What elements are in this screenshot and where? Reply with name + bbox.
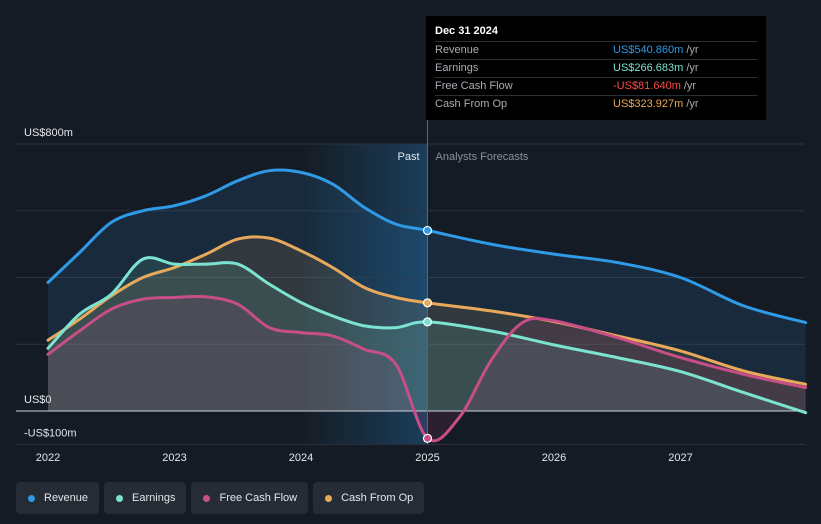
tooltip-label: Earnings bbox=[435, 62, 479, 74]
area-earnings bbox=[48, 257, 806, 413]
tooltip-row-earnings: Earnings US$266.683m /yr bbox=[435, 60, 757, 78]
tooltip-row-cash-from-op: Cash From Op US$323.927m /yr bbox=[435, 96, 757, 113]
tooltip-row-free-cash-flow: Free Cash Flow -US$81.640m /yr bbox=[435, 78, 757, 96]
legend-dot-icon bbox=[203, 494, 211, 502]
area-revenue bbox=[48, 170, 806, 411]
legend-item-earnings[interactable]: Earnings bbox=[104, 482, 187, 514]
legend: Revenue Earnings Free Cash Flow Cash Fro… bbox=[16, 482, 425, 514]
tooltip-label: Cash From Op bbox=[435, 98, 508, 110]
tooltip-value: US$323.927m bbox=[613, 98, 684, 110]
x-tick-label: 2023 bbox=[162, 452, 186, 464]
x-tick-label: 2027 bbox=[668, 452, 692, 464]
legend-item-free-cash-flow[interactable]: Free Cash Flow bbox=[191, 482, 309, 514]
legend-label: Earnings bbox=[132, 492, 176, 504]
area-free-cash-flow bbox=[48, 296, 806, 441]
marker-revenue bbox=[422, 225, 433, 236]
forecast-label: Analysts Forecasts bbox=[436, 151, 529, 163]
legend-dot-icon bbox=[28, 494, 35, 502]
tooltip-row-revenue: Revenue US$540.860m /yr bbox=[435, 42, 757, 60]
legend-item-revenue[interactable]: Revenue bbox=[16, 482, 100, 514]
x-tick-label: 2026 bbox=[542, 452, 566, 464]
tooltip-label: Revenue bbox=[435, 44, 480, 56]
tooltip-label: Free Cash Flow bbox=[435, 80, 513, 92]
tooltip-unit: /yr bbox=[683, 80, 697, 92]
tooltip-value: US$540.860m bbox=[613, 44, 684, 56]
x-tick-label: 2024 bbox=[289, 452, 313, 464]
legend-item-cash-from-op[interactable]: Cash From Op bbox=[313, 482, 425, 514]
marker-cash-from-op bbox=[422, 298, 433, 308]
legend-dot-icon bbox=[116, 494, 124, 502]
line-earnings bbox=[46, 256, 808, 415]
line-revenue bbox=[46, 168, 808, 325]
past-label: Past bbox=[397, 151, 419, 163]
legend-label: Cash From Op bbox=[341, 492, 414, 504]
line-free-cash-flow bbox=[46, 294, 808, 443]
y-tick-label: US$800m bbox=[24, 127, 73, 139]
marker-free-cash-flow bbox=[422, 433, 433, 443]
y-tick-label: US$0 bbox=[24, 394, 52, 406]
y-tick-label: -US$100m bbox=[24, 427, 77, 439]
legend-label: Revenue bbox=[44, 492, 89, 504]
tooltip-date: Dec 31 2024 bbox=[435, 24, 757, 42]
tooltip-unit: /yr bbox=[686, 98, 699, 110]
tooltip-value: US$266.683m bbox=[613, 62, 684, 74]
line-cash-from-op bbox=[46, 235, 808, 386]
tooltip-unit: /yr bbox=[686, 44, 699, 56]
past-highlight-band bbox=[301, 144, 428, 445]
x-tick-label: 2025 bbox=[415, 452, 439, 464]
legend-dot-icon bbox=[325, 494, 333, 502]
tooltip: Dec 31 2024 Revenue US$540.860m /yr Earn… bbox=[426, 16, 766, 120]
x-tick-label: 2022 bbox=[36, 452, 60, 464]
legend-label: Free Cash Flow bbox=[219, 492, 298, 504]
tooltip-unit: /yr bbox=[686, 62, 699, 74]
tooltip-value: -US$81.640m bbox=[613, 80, 681, 92]
marker-earnings bbox=[422, 317, 433, 327]
